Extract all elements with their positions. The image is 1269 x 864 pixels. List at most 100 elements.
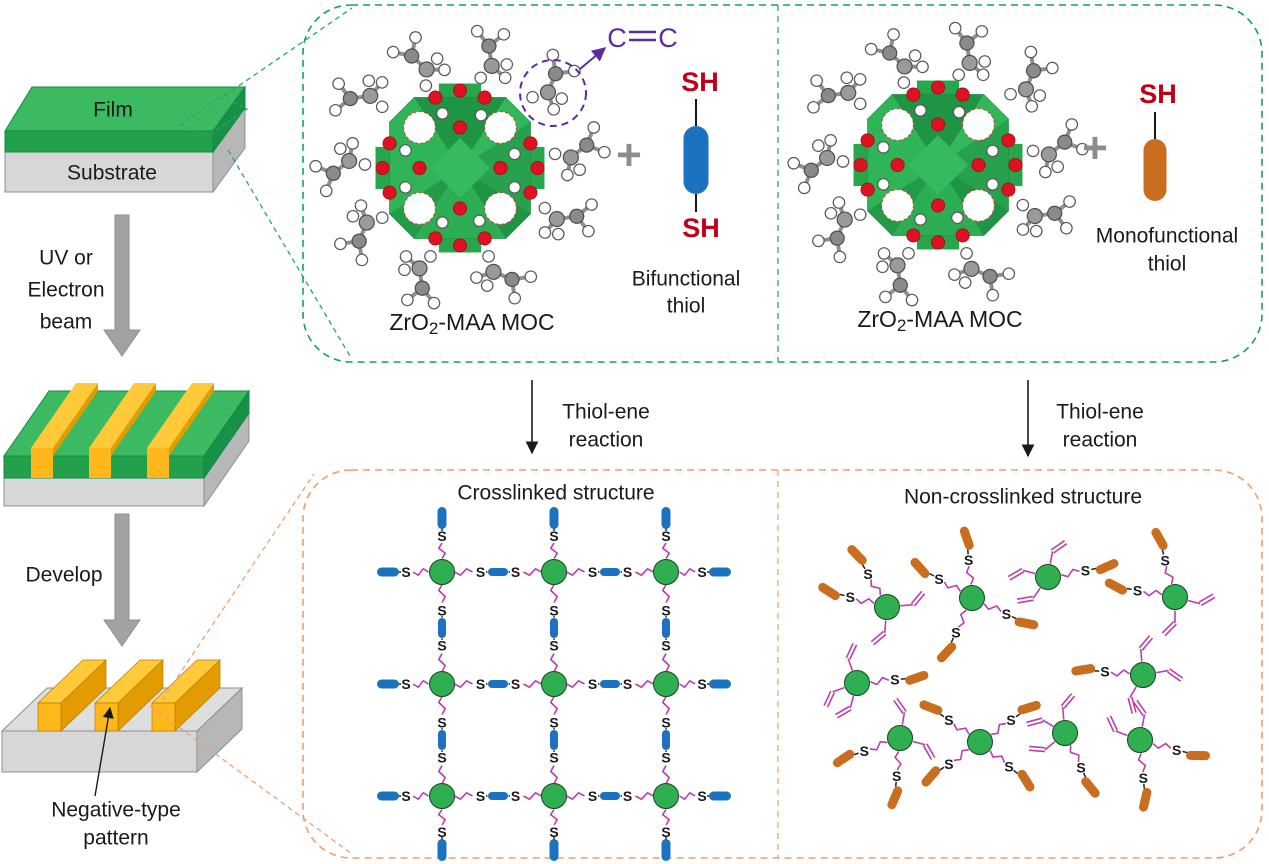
sh-label-top: SH: [681, 67, 719, 97]
bifunctional-thiol-capsule: [683, 126, 709, 194]
vinyl-stem: [1042, 719, 1054, 727]
oxygen-atom: [412, 160, 427, 176]
moc-cluster-left: [309, 24, 611, 310]
cc-double-bond-label: C C: [607, 23, 678, 53]
thiol-capsule: [438, 618, 446, 638]
sulfur-label: S: [511, 788, 520, 804]
maa-ligand: [1026, 118, 1089, 179]
moc-node: [653, 559, 679, 585]
exposure-step: UV or Electron beam: [27, 214, 141, 357]
oxygen-atom: [452, 201, 468, 216]
maa-ligand: [538, 198, 598, 241]
thioether-chain: [635, 792, 654, 800]
monofunctional-thiol-capsule: [1143, 139, 1167, 201]
oxygen-atom: [930, 80, 946, 95]
reaction-label-line1: Thiol-ene: [1056, 401, 1144, 424]
maa-ligand: [398, 250, 441, 310]
thiol-capsule: [549, 839, 559, 861]
maa-ligand: [1004, 45, 1059, 113]
thioether-chain: [989, 750, 1006, 763]
sulfur-label: S: [697, 788, 706, 804]
pattern-label-line2: pattern: [83, 827, 148, 850]
thiol-capsule: [661, 507, 671, 529]
thioether-chain: [1152, 742, 1172, 749]
thioether-chain: [635, 568, 654, 576]
vinyl-stem: [847, 658, 854, 671]
thioether-chain: [566, 680, 585, 688]
green-connector-bottom: [227, 149, 351, 357]
moc-node: [653, 671, 679, 697]
vinyl-stem: [912, 740, 926, 746]
maa-ligand: [948, 21, 992, 82]
bifunctional-label-line2: thiol: [667, 295, 706, 318]
oxygen-atom: [1001, 133, 1016, 148]
thioether-chain: [635, 680, 654, 688]
sulfur-label: S: [511, 676, 520, 692]
moc-node: [1127, 727, 1153, 753]
sulfur-label: S: [401, 788, 410, 804]
thioether-chain: [412, 680, 429, 688]
vinyl-stem: [1141, 714, 1146, 727]
sulfur-label: S: [860, 743, 869, 759]
vinyl-double-bond: [849, 644, 858, 660]
sulfur-label: S: [437, 528, 446, 544]
thiol-capsule: [936, 642, 957, 663]
sulfur-label: S: [661, 715, 670, 731]
oxygen-atom: [860, 133, 875, 148]
oxygen-atom: [971, 157, 986, 173]
exposed-film-block: [3, 383, 250, 508]
thioether-chain: [662, 584, 670, 603]
stripe-side: [169, 383, 214, 456]
thiol-capsule: [661, 839, 671, 861]
thiol-capsule: [709, 679, 731, 689]
vinyl-double-bond: [1109, 715, 1119, 731]
sulfur-label: S: [549, 715, 558, 731]
moc-node: [959, 585, 985, 611]
oxygen-atom: [428, 90, 443, 105]
thioether-chain: [523, 792, 542, 800]
sulfur-label: S: [549, 638, 558, 654]
moc-node: [967, 729, 993, 755]
thiol-capsule: [1095, 559, 1119, 575]
thiol-capsule: [709, 567, 731, 577]
orange-connector-top: [161, 473, 315, 701]
vinyl-double-bond: [823, 690, 832, 706]
sulfur-label: S: [476, 676, 485, 692]
thioether-chain: [412, 792, 429, 800]
sulfur-label: S: [549, 750, 558, 766]
oxygen-atom: [493, 160, 508, 176]
thiol-capsule: [887, 786, 903, 810]
thioether-chain: [943, 581, 961, 592]
thiol-capsule: [488, 792, 508, 800]
oxygen-atom: [906, 228, 921, 243]
vinyl-double-bond: [1164, 623, 1177, 637]
moc-node: [1052, 720, 1078, 746]
moc-name-right: ZrO2-MAA MOC: [857, 306, 1022, 335]
sulfur-label: S: [1133, 582, 1142, 598]
sulfur-label: S: [951, 624, 960, 640]
thioether-chain: [438, 584, 446, 603]
vinyl-stem: [1129, 686, 1137, 698]
thiol-capsule: [1104, 578, 1128, 595]
vinyl-double-bond: [1141, 637, 1154, 651]
vinyl-double-bond: [1016, 595, 1033, 600]
thioether-chain: [869, 740, 888, 751]
thiol-capsule: [959, 526, 974, 550]
vinyl-double-bond: [1167, 671, 1182, 682]
thioether-chain: [855, 598, 875, 605]
oxygen-atom: [955, 228, 970, 243]
thiol-capsule: [377, 791, 399, 801]
pattern-pointer-arrow: [94, 706, 114, 797]
stripe-front: [31, 448, 53, 478]
thiol-capsule: [377, 567, 399, 577]
sulfur-label: S: [588, 788, 597, 804]
sulfur-label: S: [437, 824, 446, 840]
vinyl-stem: [1187, 599, 1201, 605]
bifunctional-thiol: SH SH Bifunctional thiol: [632, 67, 741, 318]
maa-ligand: [948, 247, 1016, 302]
vinyl-double-bond: [1106, 717, 1115, 733]
moc-node: [653, 783, 679, 809]
sulfur-label: S: [661, 638, 670, 654]
thioether-chain: [990, 722, 1007, 736]
